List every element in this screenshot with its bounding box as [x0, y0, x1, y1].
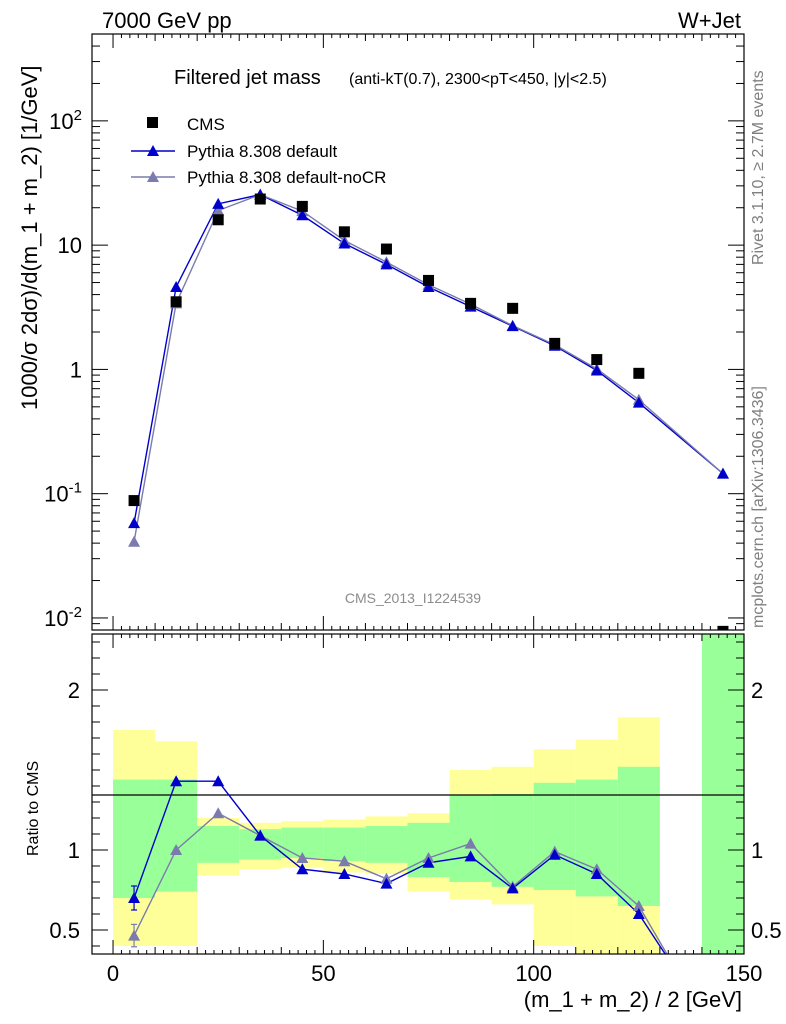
ratio-y-tick-label-right: 2	[751, 678, 763, 703]
data-point-triangle	[338, 237, 351, 249]
series-line	[133, 193, 724, 524]
y-tick-label: 102	[49, 107, 82, 134]
side-label-bottom: mcplots.cern.ch [arXiv:1306.3436]	[750, 386, 767, 628]
data-point-cms	[296, 200, 308, 212]
analysis-watermark: CMS_2013_I1224539	[345, 590, 481, 606]
uncertainty-band-green	[533, 782, 576, 890]
uncertainty-band-green	[491, 794, 534, 887]
uncertainty-band-green	[617, 766, 660, 906]
data-point-triangle	[170, 281, 183, 293]
data-point-triangle	[128, 535, 141, 547]
ratio-point	[338, 868, 351, 879]
ratio-point	[464, 850, 477, 862]
x-tick-label: 50	[311, 961, 335, 986]
data-point-cms	[633, 367, 645, 379]
x-axis-label: (m_1 + m_2) / 2 [GeV]	[524, 987, 742, 1012]
data-point-triangle	[380, 258, 393, 270]
ratio-point	[422, 856, 435, 868]
legend-label-cms: CMS	[187, 115, 225, 134]
data-point-triangle	[422, 281, 435, 293]
bottom-axes: 0 50 100 150 0.5 0.5 1 1 2 2	[49, 634, 782, 986]
main-title: Filtered jet mass	[174, 67, 321, 89]
ratio-bands	[113, 634, 744, 954]
ratio-point	[590, 868, 603, 879]
data-point-cms	[380, 243, 392, 255]
data-point-cms	[507, 302, 519, 314]
ratio-line	[133, 812, 668, 954]
ratio-point	[212, 775, 225, 787]
uncertainty-band-green	[113, 779, 156, 898]
ratio-point	[254, 829, 267, 841]
ratio-line	[133, 780, 666, 954]
data-point-triangle	[296, 209, 309, 221]
data-point-cms	[254, 193, 266, 205]
data-point-triangle	[212, 204, 225, 216]
ratio-y-tick-label-right: 0.5	[751, 918, 782, 943]
legend-marker-nocr	[147, 171, 159, 182]
data-point-triangle	[716, 467, 729, 479]
legend-marker-cms	[147, 117, 158, 128]
y-tick-label: 10-2	[44, 604, 82, 631]
uncertainty-band-green	[701, 634, 744, 954]
uncertainty-band-green	[365, 826, 408, 863]
ratio-point	[296, 852, 309, 863]
data-point-cms	[128, 495, 140, 507]
ratio-point	[170, 775, 183, 787]
ratio-point	[170, 844, 183, 855]
ratio-y-tick-label: 2	[68, 678, 80, 703]
data-point-cms	[423, 274, 435, 286]
uncertainty-band-green	[407, 822, 450, 878]
ratio-y-tick-label: 1	[68, 838, 80, 863]
legend-marker-default	[147, 145, 159, 156]
header-left: 7000 GeV pp	[102, 8, 232, 33]
top-axes: 10-2 10-1 1 10 102	[44, 33, 745, 631]
ratio-point	[548, 848, 561, 860]
uncertainty-band-green	[197, 826, 240, 863]
ratio-y-axis-label: Ratio to CMS	[25, 761, 42, 856]
ratio-point	[128, 929, 141, 941]
ratio-point	[506, 882, 519, 894]
y-tick-label: 10	[58, 233, 82, 258]
legend-label-default: Pythia 8.308 default	[187, 142, 338, 161]
ratio-y-tick-label: 0.5	[49, 918, 80, 943]
uncertainty-band-green	[155, 779, 198, 892]
data-point-cms	[170, 296, 182, 308]
ratio-point	[338, 855, 351, 867]
side-label-top: Rivet 3.1.10, ≥ 2.7M events	[750, 70, 767, 265]
ratio-point	[464, 837, 477, 849]
data-point-triangle	[506, 320, 519, 332]
data-point-cms	[591, 354, 603, 366]
x-tick-label: 100	[515, 961, 552, 986]
legend-label-nocr: Pythia 8.308 default-noCR	[187, 168, 386, 187]
ratio-y-tick-label-right: 1	[751, 838, 763, 863]
x-tick-label: 150	[726, 961, 763, 986]
data-point-cms	[549, 337, 561, 349]
top-y-axis-label: 1000/σ 2dσ)/d(m_1 + m_2) [1/GeV]	[17, 66, 42, 411]
data-point-cms	[465, 297, 477, 309]
ratio-point	[212, 807, 225, 819]
top-series	[128, 188, 729, 630]
data-point-cms	[212, 214, 224, 226]
y-tick-label: 1	[70, 357, 82, 382]
bottom-panel-frame	[91, 633, 745, 955]
ratio-point	[128, 892, 141, 903]
legend: CMS Pythia 8.308 default Pythia 8.308 de…	[131, 115, 386, 187]
x-tick-label: 0	[107, 961, 119, 986]
data-point-cms	[717, 625, 729, 630]
ratio-series	[128, 775, 668, 954]
data-point-triangle	[212, 197, 225, 209]
ratio-point	[380, 877, 393, 889]
series-line	[133, 193, 724, 542]
main-subtitle: (anti-kT(0.7), 2300<pT<450, |y|<2.5)	[349, 71, 607, 88]
ratio-point	[632, 908, 645, 919]
data-point-cms	[338, 226, 350, 238]
ratio-point	[296, 863, 309, 875]
y-tick-label: 10-1	[44, 480, 82, 507]
ratio-point	[632, 900, 645, 911]
data-point-triangle	[128, 517, 141, 529]
data-point-triangle	[590, 364, 603, 376]
data-point-triangle	[632, 396, 645, 408]
header-right: W+Jet	[678, 8, 741, 33]
